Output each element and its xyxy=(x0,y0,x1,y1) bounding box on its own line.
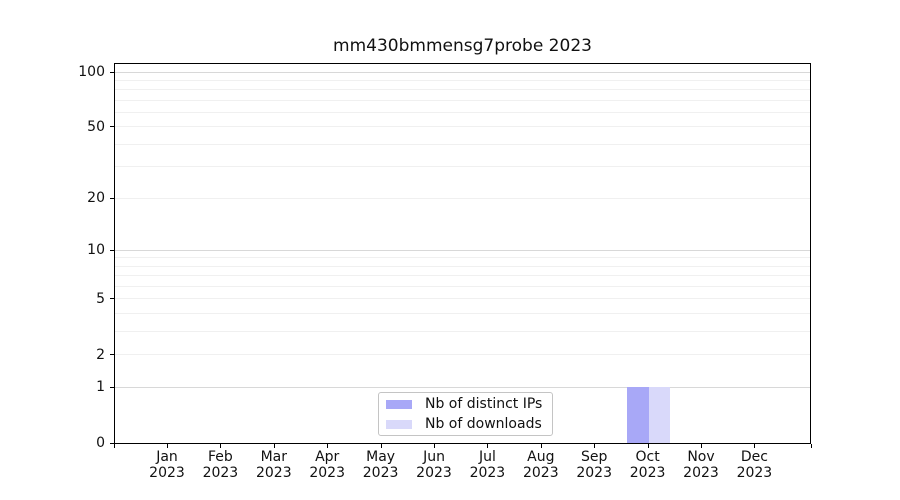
plot-area xyxy=(114,63,811,444)
x-tick-label: Jun 2023 xyxy=(416,449,452,481)
x-tick xyxy=(701,444,702,448)
gridline-minor xyxy=(115,286,810,288)
gridline-minor xyxy=(115,257,810,259)
x-tick-label: Feb 2023 xyxy=(202,449,239,481)
bar-downloads xyxy=(648,387,671,443)
gridline-minor xyxy=(115,275,810,277)
legend-swatch-distinct-ips xyxy=(386,399,412,409)
bar-distinct-ips xyxy=(627,387,649,443)
legend-label: Nb of distinct IPs xyxy=(425,396,543,412)
x-tick xyxy=(594,444,596,448)
y-tick-label: 5 xyxy=(96,290,105,307)
gridline-minor xyxy=(115,99,810,101)
gridline-minor xyxy=(115,143,810,145)
y-tick-label: 100 xyxy=(78,64,105,80)
x-tick xyxy=(273,444,275,448)
y-tick-label: 10 xyxy=(87,242,105,259)
x-tick xyxy=(327,444,329,448)
gridline-minor xyxy=(115,166,810,168)
y-tick xyxy=(110,354,114,356)
legend-item: Nb of downloads xyxy=(386,416,552,432)
legend: Nb of distinct IPs Nb of downloads xyxy=(378,392,553,436)
x-tick xyxy=(434,444,435,448)
x-tick xyxy=(220,444,222,448)
x-tick-label: Oct 2023 xyxy=(629,449,666,481)
y-tick xyxy=(110,386,114,388)
legend-swatch-downloads xyxy=(386,419,412,429)
x-tick-label: Sep 2023 xyxy=(576,449,612,481)
y-tick xyxy=(110,298,114,300)
y-tick xyxy=(110,126,114,128)
x-tick-label: Aug 2023 xyxy=(522,449,559,481)
gridline-major xyxy=(115,71,810,73)
x-tick-label: Jan 2023 xyxy=(149,449,185,481)
y-tick xyxy=(110,442,114,444)
y-tick xyxy=(110,71,114,73)
x-tick xyxy=(754,444,756,448)
chart-title: mm430bmmensg7probe 2023 xyxy=(333,36,592,56)
gridline-major xyxy=(115,249,810,251)
x-tick-end xyxy=(114,444,115,448)
x-tick-label: Nov 2023 xyxy=(683,449,719,481)
x-tick xyxy=(487,444,489,448)
gridline-minor xyxy=(115,79,810,81)
x-tick xyxy=(380,444,382,448)
x-tick-label: May 2023 xyxy=(362,449,399,481)
legend-item: Nb of distinct IPs xyxy=(386,396,552,412)
gridline-minor xyxy=(115,89,810,91)
x-tick-label: Mar 2023 xyxy=(255,449,292,481)
gridline-minor xyxy=(115,112,810,114)
gridline-minor xyxy=(115,265,810,267)
y-tick xyxy=(110,249,114,251)
x-tick-end xyxy=(811,444,812,448)
legend-label: Nb of downloads xyxy=(425,416,542,432)
gridline-minor xyxy=(115,331,810,333)
x-tick-label: Jul 2023 xyxy=(469,449,506,481)
x-tick-label: Dec 2023 xyxy=(736,449,773,481)
gridline-minor xyxy=(115,126,810,128)
x-tick-label: Apr 2023 xyxy=(309,449,345,481)
gridline-minor xyxy=(115,354,810,356)
y-tick-label: 1 xyxy=(96,379,105,396)
y-tick-label: 50 xyxy=(87,118,105,135)
x-tick xyxy=(167,444,168,448)
y-tick-label: 20 xyxy=(87,190,105,207)
x-tick xyxy=(540,444,542,448)
x-tick xyxy=(647,444,649,448)
y-tick xyxy=(110,197,114,199)
gridline-major xyxy=(115,386,810,388)
gridline-minor xyxy=(115,197,810,199)
gridline-minor xyxy=(115,313,810,315)
gridline-minor xyxy=(115,298,810,300)
y-tick-label: 0 xyxy=(96,435,105,451)
y-tick-label: 2 xyxy=(96,346,105,363)
